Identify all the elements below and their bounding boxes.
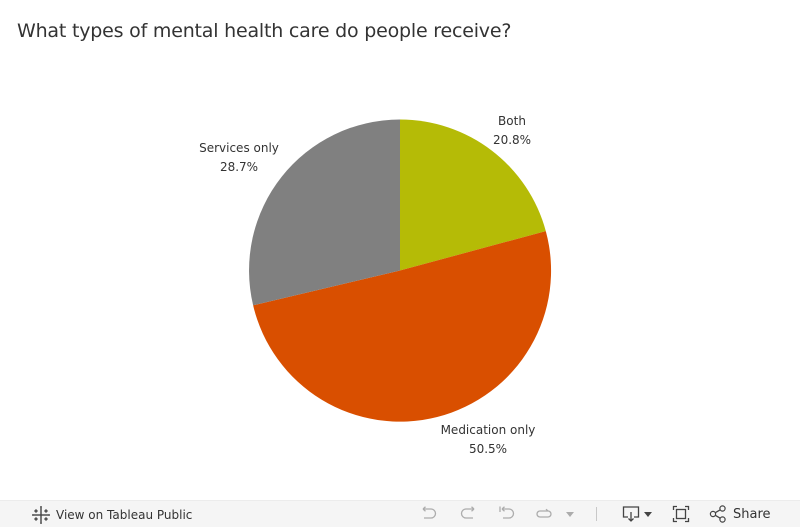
- fullscreen-button[interactable]: [671, 505, 691, 523]
- download-caret-down-icon: [644, 512, 652, 517]
- share-label: Share: [733, 506, 771, 522]
- view-on-tableau-public-link[interactable]: View on Tableau Public: [32, 506, 192, 524]
- download-icon: [622, 506, 640, 522]
- redo-button[interactable]: [458, 505, 478, 523]
- undo-icon: [422, 506, 437, 519]
- toolbar-separator: [596, 507, 597, 521]
- refresh-icon: [536, 508, 552, 518]
- slice-medication-only[interactable]: [253, 231, 552, 422]
- label-services-value: 28.7%: [219, 160, 259, 174]
- label-both-name: Both: [498, 114, 526, 128]
- view-on-tableau-public-label: View on Tableau Public: [56, 508, 193, 522]
- fullscreen-icon: [672, 505, 690, 523]
- label-both-value: 20.8%: [492, 133, 532, 147]
- tableau-logo-icon: [32, 506, 50, 524]
- download-button[interactable]: [620, 505, 654, 523]
- tableau-toolbar: View on Tableau Public: [0, 500, 800, 527]
- label-medication-value: 50.5%: [468, 442, 508, 456]
- chart-title: What types of mental health care do peop…: [17, 20, 512, 42]
- redo-icon: [460, 506, 475, 519]
- label-services-only: Services only 28.7%: [193, 139, 285, 177]
- label-medication-name: Medication only: [440, 423, 536, 437]
- label-medication-only: Medication only 50.5%: [432, 421, 544, 459]
- refresh-button[interactable]: [534, 505, 554, 523]
- revert-button[interactable]: [497, 505, 517, 523]
- slice-services-only[interactable]: [249, 119, 400, 306]
- label-both: Both 20.8%: [488, 112, 536, 150]
- refresh-menu-button[interactable]: [564, 505, 576, 523]
- share-button[interactable]: Share: [709, 505, 771, 523]
- label-services-name: Services only: [199, 141, 279, 155]
- revert-icon: [499, 506, 515, 519]
- caret-down-icon: [566, 512, 574, 517]
- viz-canvas: What types of mental health care do peop…: [17, 20, 552, 459]
- slice-both[interactable]: [400, 119, 546, 271]
- pie-chart: [249, 119, 552, 422]
- undo-button[interactable]: [419, 505, 439, 523]
- share-icon: [709, 505, 726, 523]
